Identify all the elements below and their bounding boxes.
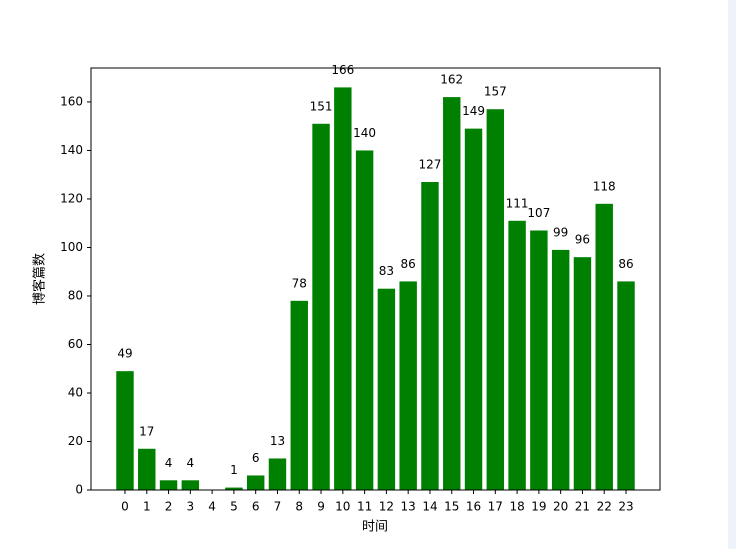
bar (464, 128, 483, 490)
value-label: 118 (593, 179, 616, 193)
value-label: 96 (575, 233, 590, 247)
y-tick-label: 100 (60, 240, 83, 254)
bar (443, 97, 461, 490)
value-label: 17 (139, 424, 154, 438)
y-tick-label: 140 (60, 143, 83, 157)
bar (355, 150, 374, 490)
x-tick-label: 18 (509, 500, 524, 514)
y-tick-label: 60 (68, 337, 83, 351)
y-tick-label: 0 (75, 483, 83, 497)
bar (530, 230, 548, 490)
bar (138, 448, 156, 490)
x-tick-label: 10 (335, 500, 350, 514)
value-label: 4 (165, 456, 173, 470)
y-axis-label: 博客篇数 (32, 253, 48, 305)
bar (334, 87, 352, 491)
value-label: 151 (310, 99, 333, 113)
bar (399, 281, 417, 490)
x-tick-label: 6 (252, 500, 260, 514)
bar (290, 300, 308, 490)
bar (159, 480, 178, 490)
value-label: 107 (527, 206, 550, 220)
x-tick-label: 21 (575, 500, 590, 514)
bar (551, 249, 570, 490)
x-tick-label: 5 (230, 500, 238, 514)
value-label: 83 (379, 264, 394, 278)
x-tick-label: 7 (274, 500, 282, 514)
x-tick-label: 14 (422, 500, 437, 514)
value-label: 78 (292, 276, 307, 290)
value-label: 1 (230, 463, 238, 477)
value-label: 162 (440, 73, 463, 87)
value-label: 99 (553, 225, 568, 239)
bar (508, 220, 526, 491)
plot-frame (90, 67, 661, 491)
x-tick-label: 15 (444, 500, 459, 514)
y-tick-label: 160 (60, 94, 83, 108)
value-label: 149 (462, 104, 485, 118)
bar (377, 288, 396, 490)
value-label: 6 (252, 451, 260, 465)
bar (486, 109, 505, 490)
bar (181, 480, 200, 490)
x-tick-label: 22 (597, 500, 612, 514)
x-tick-label: 13 (401, 500, 416, 514)
value-label: 127 (419, 157, 442, 171)
bar (617, 281, 635, 490)
value-label: 4 (187, 456, 195, 470)
bar (116, 371, 134, 490)
value-label: 86 (401, 257, 416, 271)
x-tick-label: 23 (618, 500, 633, 514)
x-tick-label: 16 (466, 500, 481, 514)
x-tick-label: 2 (165, 500, 173, 514)
x-tick-label: 20 (553, 500, 568, 514)
bar (225, 487, 243, 490)
y-tick-label: 80 (68, 288, 83, 302)
bar (595, 203, 613, 490)
value-label: 13 (270, 434, 285, 448)
bar (421, 181, 439, 490)
y-tick-label: 120 (60, 191, 83, 205)
bar (246, 475, 265, 490)
value-label: 49 (117, 347, 132, 361)
value-label: 166 (331, 63, 354, 77)
x-tick-label: 9 (317, 500, 325, 514)
x-tick-label: 3 (187, 500, 195, 514)
bar (312, 123, 330, 490)
x-tick-label: 1 (143, 500, 151, 514)
x-tick-label: 19 (531, 500, 546, 514)
x-tick-label: 8 (295, 500, 303, 514)
y-tick-label: 40 (68, 385, 83, 399)
x-axis-label: 时间 (362, 520, 388, 535)
value-label: 111 (506, 196, 529, 210)
bar (573, 257, 592, 490)
value-label: 157 (484, 85, 507, 99)
x-tick-label: 4 (208, 500, 216, 514)
bar (268, 458, 287, 490)
window-edge (728, 0, 736, 549)
x-tick-label: 11 (357, 500, 372, 514)
value-label: 86 (618, 257, 633, 271)
x-tick-label: 0 (121, 500, 129, 514)
value-label: 140 (353, 126, 376, 140)
y-tick-label: 20 (68, 434, 83, 448)
x-tick-label: 17 (488, 500, 503, 514)
x-tick-label: 12 (379, 500, 394, 514)
